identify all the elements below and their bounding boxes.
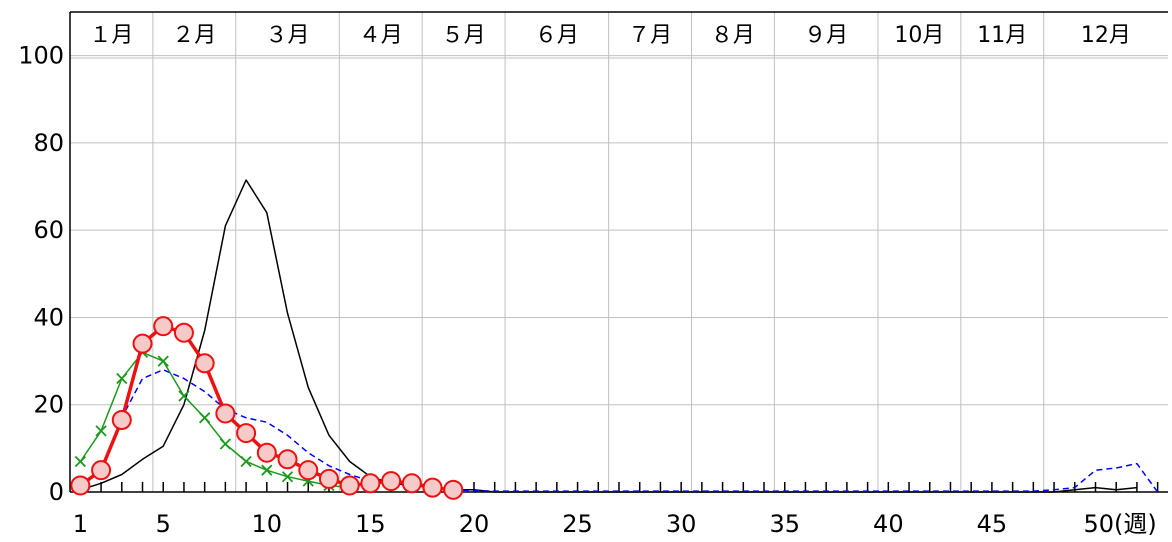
month-label: ２月 — [172, 23, 216, 48]
month-label: ９月 — [804, 23, 848, 48]
y-tick-label: 20 — [33, 391, 64, 419]
series-line-0 — [80, 179, 1137, 493]
x-tick-label: 40 — [873, 510, 904, 538]
y-tick-label: 60 — [33, 216, 64, 244]
y-tick-label: 100 — [18, 42, 64, 70]
data-point-x-marker — [74, 455, 86, 468]
month-label: ３月 — [266, 23, 310, 48]
data-point-circle-marker — [236, 423, 257, 444]
data-point-circle-marker — [381, 471, 402, 492]
x-tick-label: 1 — [73, 510, 88, 538]
data-point-circle-marker — [339, 475, 360, 496]
data-point-circle-marker — [360, 473, 381, 494]
month-label: 11月 — [977, 23, 1027, 48]
x-tick-label: 5 — [156, 510, 171, 538]
x-tick-label: 45 — [977, 510, 1008, 538]
data-point-circle-marker — [70, 475, 91, 496]
month-label: ８月 — [711, 23, 755, 48]
data-point-circle-marker — [277, 449, 298, 470]
month-label: ６月 — [535, 23, 579, 48]
month-label: 10月 — [894, 23, 944, 48]
y-tick-label: 80 — [33, 129, 64, 157]
data-point-circle-marker — [256, 442, 277, 463]
month-label: 12月 — [1081, 23, 1131, 48]
marker-stroke — [157, 355, 169, 367]
data-point-circle-marker — [91, 460, 112, 481]
data-point-circle-marker — [111, 410, 132, 430]
marker-stroke — [240, 455, 252, 468]
data-point-circle-marker — [153, 316, 174, 337]
month-label: ４月 — [359, 23, 403, 48]
month-label: ７月 — [628, 23, 672, 48]
y-tick-label: 0 — [49, 478, 64, 506]
data-point-circle-marker — [443, 479, 464, 500]
x-tick-label: 20 — [459, 510, 490, 538]
data-point-circle-marker — [132, 333, 153, 354]
x-tick-label: 35 — [769, 510, 800, 538]
x-tick-label: 15 — [355, 510, 386, 538]
marker-stroke — [116, 372, 128, 385]
data-point-x-marker — [240, 455, 252, 468]
x-tick-label: 50(週) — [1083, 510, 1156, 538]
data-point-x-marker — [178, 390, 190, 402]
data-point-x-marker — [95, 425, 107, 437]
data-point-circle-marker — [194, 353, 215, 374]
data-point-circle-marker — [298, 460, 319, 481]
x-tick-label: 30 — [666, 510, 697, 538]
data-point-x-marker — [116, 372, 128, 385]
marker-stroke — [95, 425, 107, 437]
data-point-x-marker — [199, 412, 211, 424]
data-point-circle-marker — [401, 473, 422, 494]
y-tick-label: 40 — [33, 303, 64, 331]
marker-stroke — [219, 438, 232, 450]
x-tick-label: 10 — [252, 510, 283, 538]
marker-stroke — [199, 412, 211, 424]
data-point-x-marker — [281, 471, 294, 483]
month-label: １月 — [89, 23, 133, 48]
marker-stroke — [261, 464, 273, 476]
data-point-x-marker — [157, 355, 169, 367]
data-point-circle-marker — [318, 468, 339, 489]
marker-stroke — [178, 390, 190, 402]
marker-stroke — [281, 471, 294, 483]
data-point-circle-marker — [422, 477, 443, 498]
data-point-circle-marker — [215, 403, 236, 424]
grid-layer — [70, 12, 1168, 493]
data-point-x-marker — [219, 438, 232, 450]
x-tick-label: 25 — [562, 510, 593, 538]
series-line-1 — [79, 369, 1159, 493]
marker-stroke — [74, 455, 86, 468]
data-point-circle-marker — [173, 322, 194, 343]
series-layer — [70, 179, 1159, 500]
month-label: ５月 — [442, 23, 486, 48]
data-point-x-marker — [261, 464, 273, 476]
